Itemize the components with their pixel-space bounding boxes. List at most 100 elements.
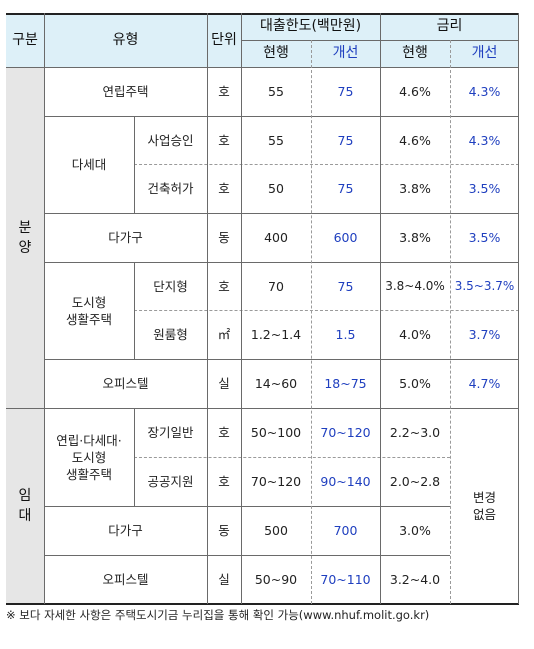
type-cell: 오피스텔: [102, 572, 149, 587]
grid-line: [241, 13, 242, 604]
loan-current-cell: 500: [264, 523, 288, 538]
type-cell: 다가구: [108, 230, 143, 245]
subtype-cell: 건축허가: [147, 181, 194, 196]
loan-improved-cell: 75: [337, 181, 354, 196]
type-cell: 다가구: [108, 523, 143, 538]
grid-line: [134, 457, 450, 458]
loan-current-cell: 70~120: [250, 474, 302, 489]
rate-current-cell: 3.0%: [399, 523, 431, 538]
loan-improved-cell: 75: [337, 278, 354, 294]
rate-current-cell: 3.8%: [399, 230, 431, 245]
rate-improved-cell: 4.7%: [468, 376, 501, 391]
grid-line: [311, 40, 312, 604]
rate-improved-cell: 3.7%: [468, 327, 501, 342]
loan-current-cell: 70: [268, 278, 284, 294]
unit-cell: ㎡: [217, 327, 231, 342]
loan-improved-cell: 70~120: [320, 425, 371, 440]
grid-line: [6, 408, 519, 409]
loan-improved-cell: 75: [337, 84, 354, 99]
grid-line: [6, 67, 519, 68]
grid-line: [134, 408, 135, 506]
section-sale: 분 양: [6, 67, 44, 408]
rate-improved-cell: 3.5%: [468, 181, 501, 196]
unit-cell: 실: [218, 376, 230, 391]
loan-current-cell: 14~60: [254, 376, 298, 391]
rate-improved-cell: 4.3%: [468, 132, 501, 148]
grid-line: [134, 310, 519, 311]
grid-line: [207, 13, 208, 604]
grid-line: [134, 262, 135, 359]
subtype-cell: 원룸형: [153, 327, 188, 342]
header-unit: 단위: [207, 13, 241, 67]
rate-current-cell: 3.8~4.0%: [385, 278, 445, 293]
subtype-cell: 공공지원: [147, 474, 194, 489]
grid-line: [44, 359, 519, 360]
grid-line: [44, 213, 519, 214]
section-rent: 임 대: [6, 408, 44, 604]
header-loan-limit: 대출한도(백만원): [241, 13, 380, 40]
subtype-cell: 장기일반: [147, 425, 194, 440]
loan-improved-cell: 700: [333, 523, 358, 538]
rate-current-cell: 3.8%: [399, 181, 431, 196]
rent-rate-improved-merged: 변경 없음: [472, 490, 496, 522]
header-loan-current: 현행: [241, 40, 311, 67]
loan-current-cell: 50: [268, 181, 284, 196]
unit-cell: 동: [218, 230, 230, 245]
loan-current-cell: 50~100: [250, 425, 302, 440]
loan-current-cell: 50~90: [254, 572, 298, 587]
table-top-border: [6, 13, 519, 15]
type-cell: 오피스텔: [102, 376, 149, 391]
rate-current-cell: 5.0%: [399, 376, 431, 391]
grid-line: [44, 555, 450, 556]
type-cell: 다세대: [71, 157, 107, 172]
unit-cell: 실: [218, 572, 230, 587]
grid-line: [44, 116, 519, 117]
subtype-cell: 단지형: [153, 278, 188, 294]
unit-cell: 호: [218, 278, 230, 294]
unit-cell: 호: [218, 181, 230, 196]
rate-current-cell: 2.2~3.0: [389, 425, 441, 440]
grid-line: [44, 13, 45, 604]
type-cell: 연립·다세대· 도시형 생활주택: [56, 432, 122, 482]
type-cell: 연립주택: [102, 84, 149, 99]
unit-cell: 동: [218, 523, 230, 538]
loan-current-cell: 1.2~1.4: [250, 327, 302, 342]
header-rate-current: 현행: [380, 40, 450, 67]
grid-line: [44, 262, 519, 263]
grid-line: [134, 164, 519, 165]
header-rate-improved: 개선: [450, 40, 519, 67]
rate-current-cell: 4.6%: [399, 84, 431, 99]
header-type: 유형: [44, 13, 207, 67]
footnote: ※ 보다 자세한 사항은 주택도시기금 누리집을 통해 확인 가능(www.nh…: [6, 608, 430, 622]
grid-line: [450, 40, 451, 604]
unit-cell: 호: [218, 132, 230, 148]
rate-improved-cell: 4.3%: [468, 84, 501, 99]
loan-current-cell: 55: [268, 84, 284, 99]
loan-comparison-table: 구분 유형 단위 대출한도(백만원) 금리 현행 개선 현행 개선 분 양 임 …: [6, 13, 519, 605]
loan-improved-cell: 1.5: [335, 327, 356, 342]
grid-line: [134, 116, 135, 213]
rate-improved-cell: 3.5~3.7%: [454, 278, 515, 293]
loan-improved-cell: 600: [333, 230, 358, 245]
loan-improved-cell: 18~75: [324, 376, 367, 391]
rate-improved-cell: 3.5%: [468, 230, 501, 245]
loan-current-cell: 55: [268, 132, 284, 148]
table-bottom-border: [6, 603, 519, 605]
rate-current-cell: 2.0~2.8: [389, 474, 441, 489]
unit-cell: 호: [218, 84, 230, 99]
rate-current-cell: 3.2~4.0: [389, 572, 441, 587]
unit-cell: 호: [218, 425, 230, 440]
header-category: 구분: [6, 13, 44, 67]
unit-cell: 호: [218, 474, 230, 489]
type-cell: 도시형 생활주택: [65, 294, 112, 327]
loan-current-cell: 400: [264, 230, 288, 245]
subtype-cell: 사업승인: [147, 132, 194, 148]
rate-current-cell: 4.0%: [399, 327, 431, 342]
grid-line: [518, 13, 519, 604]
loan-improved-cell: 90~140: [320, 474, 371, 489]
grid-line: [44, 506, 450, 507]
header-loan-improved: 개선: [311, 40, 380, 67]
rate-current-cell: 4.6%: [399, 132, 431, 148]
header-interest: 금리: [380, 13, 519, 40]
loan-improved-cell: 70~110: [320, 572, 371, 587]
